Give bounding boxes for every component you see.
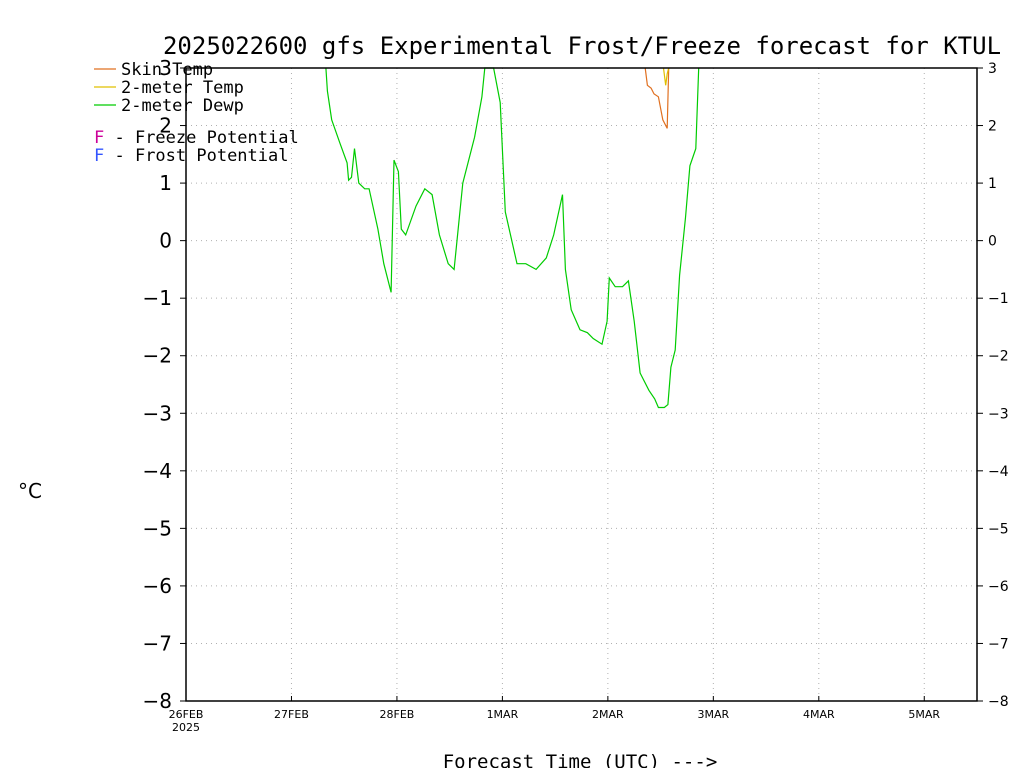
x-tick-label: 26FEB <box>169 708 204 721</box>
x-tick-label: 1MAR <box>487 708 519 721</box>
series-line-2-meter-temp <box>662 67 670 86</box>
axis-ticks: 3 3 2 2 1 1 0 0 −1 −1 −2 −2 −3 −3 −4 −4 −5 −5 −6 −6 −7 −7 −8 −8… <box>143 56 1009 734</box>
series-line-skin-temp <box>644 67 670 129</box>
y-tick-label-left: 3 <box>159 56 172 80</box>
y-tick-label-right: −1 <box>988 291 1009 307</box>
y-tick-label-left: −1 <box>143 286 172 310</box>
x-tick-sublabel: 2025 <box>172 721 200 734</box>
series-lines <box>325 67 700 409</box>
y-tick-label-right: −7 <box>988 636 1009 652</box>
y-tick-label-right: 2 <box>988 119 997 135</box>
y-tick-label-left: −8 <box>143 689 172 713</box>
x-tick-label: 3MAR <box>697 708 729 721</box>
y-tick-label-left: −6 <box>143 574 172 598</box>
y-tick-label-left: −3 <box>143 401 172 425</box>
y-tick-label-right: −3 <box>988 406 1009 422</box>
y-tick-label-left: −5 <box>143 516 172 540</box>
legend-label: 2-meter Temp <box>121 78 244 98</box>
y-tick-label-left: 2 <box>159 114 172 138</box>
x-tick-label: 5MAR <box>908 708 940 721</box>
marker-legend-entry: F - Frost Potential <box>94 146 288 166</box>
y-tick-label-left: 0 <box>159 229 172 253</box>
legend-label: 2-meter Dewp <box>121 96 244 116</box>
y-tick-label-right: 3 <box>988 61 997 77</box>
grid <box>186 68 977 701</box>
y-tick-label-right: −2 <box>988 349 1009 365</box>
marker-legend-entry: F - Freeze Potential <box>94 128 299 148</box>
x-axis-label: Forecast Time (UTC) ---> <box>443 751 718 768</box>
y-tick-label-left: −4 <box>143 459 172 483</box>
y-tick-label-right: −6 <box>988 579 1009 595</box>
x-tick-label: 28FEB <box>380 708 415 721</box>
plot-frame <box>185 67 978 702</box>
y-tick-label-right: −4 <box>988 464 1009 480</box>
x-tick-label: 4MAR <box>803 708 835 721</box>
y-axis-label: °C <box>18 479 42 503</box>
y-tick-label-right: 1 <box>988 176 997 192</box>
series-line-2-meter-dewp <box>325 67 700 409</box>
y-tick-label-left: 1 <box>159 171 172 195</box>
x-tick-label: 2MAR <box>592 708 624 721</box>
y-tick-label-right: 0 <box>988 234 997 250</box>
y-tick-label-right: −5 <box>988 521 1009 537</box>
y-tick-label-left: −2 <box>143 344 172 368</box>
legend-label: Skin Temp <box>121 60 213 80</box>
y-tick-label-right: −8 <box>988 694 1009 710</box>
y-tick-label-left: −7 <box>143 631 172 655</box>
chart-title: 2025022600 gfs Experimental Frost/Freeze… <box>163 32 1001 60</box>
x-tick-label: 27FEB <box>274 708 309 721</box>
